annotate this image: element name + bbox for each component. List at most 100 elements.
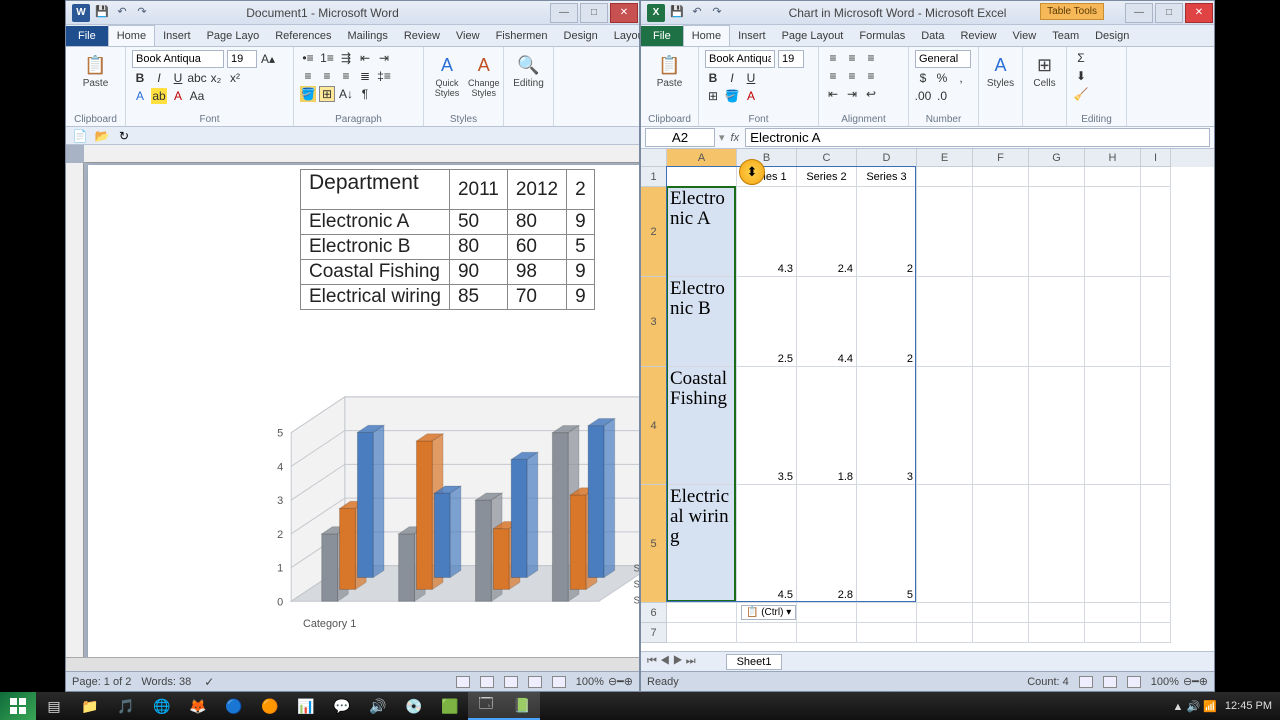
highlight-icon[interactable]: ab [151, 88, 167, 104]
undo-icon[interactable]: ↶ [689, 3, 705, 19]
column-header-H[interactable]: H [1085, 149, 1141, 167]
tab-data[interactable]: Data [913, 26, 952, 46]
row-header-2[interactable]: 2 [641, 187, 667, 277]
draft-icon[interactable] [552, 676, 566, 688]
word-quick-access-toolbar[interactable]: 💾 ↶ ↷ [94, 3, 150, 19]
minimize-button[interactable]: — [1125, 3, 1153, 23]
borders-icon[interactable]: ⊞ [705, 88, 721, 104]
change-styles-button[interactable]: AChange Styles [464, 50, 504, 100]
taskbar-app[interactable]: 📁 [72, 692, 108, 720]
cell[interactable] [1029, 277, 1085, 367]
tab-formulas[interactable]: Formulas [851, 26, 913, 46]
cell[interactable] [1085, 485, 1141, 603]
bullets-icon[interactable]: •≡ [300, 50, 316, 66]
clock[interactable]: 12:45 PM [1225, 700, 1272, 712]
taskbar-app[interactable]: ▤ [36, 692, 72, 720]
tab-view[interactable]: View [1005, 26, 1045, 46]
cell-value[interactable]: 2 [857, 187, 917, 277]
table-header-cell[interactable]: 2 [567, 170, 595, 210]
taskbar-app[interactable]: 💬 [324, 692, 360, 720]
table-cell[interactable]: 50 [449, 210, 507, 235]
cell[interactable] [917, 603, 973, 623]
align-center-icon[interactable]: ≡ [844, 68, 860, 84]
taskbar-app[interactable]: 🟠 [252, 692, 288, 720]
status-page[interactable]: Page: 1 of 2 [72, 676, 131, 688]
fill-color-icon[interactable]: 🪣 [724, 88, 740, 104]
table-cell[interactable]: 80 [449, 235, 507, 260]
tab-insert[interactable]: Insert [155, 26, 199, 46]
cell[interactable] [973, 485, 1029, 603]
editing-button[interactable]: 🔍Editing [510, 50, 547, 91]
align-mid-icon[interactable]: ≡ [844, 50, 860, 66]
cell[interactable] [797, 623, 857, 643]
cell[interactable] [1029, 367, 1085, 485]
align-left-icon[interactable]: ≡ [825, 68, 841, 84]
close-button[interactable]: ✕ [1185, 3, 1213, 23]
cell[interactable] [1141, 367, 1171, 485]
taskbar-app[interactable]: 🔊 [360, 692, 396, 720]
name-box[interactable] [645, 128, 715, 147]
cell-category[interactable]: Electronic A [667, 187, 737, 277]
start-button[interactable] [0, 692, 36, 720]
cell[interactable] [1029, 485, 1085, 603]
cell-value[interactable]: 2.5 [737, 277, 797, 367]
tab-review[interactable]: Review [952, 26, 1004, 46]
page-layout-view-icon[interactable] [1103, 676, 1117, 688]
minimize-button[interactable]: — [550, 3, 578, 23]
table-cell[interactable]: 85 [449, 285, 507, 310]
underline-icon[interactable]: U [170, 70, 186, 86]
maximize-button[interactable]: □ [580, 3, 608, 23]
show-marks-icon[interactable]: ¶ [357, 86, 373, 102]
font-color-icon[interactable]: A [743, 88, 759, 104]
cell[interactable] [1085, 187, 1141, 277]
table-cell[interactable]: 80 [507, 210, 566, 235]
tab-home[interactable]: Home [108, 25, 155, 46]
word-page[interactable]: Department201120122Electronic A50809Elec… [88, 165, 639, 657]
tab-file[interactable]: File [641, 26, 683, 46]
cell-category[interactable]: Coastal Fishing [667, 367, 737, 485]
web-layout-icon[interactable] [504, 676, 518, 688]
italic-icon[interactable]: I [151, 70, 167, 86]
paste-button[interactable]: 📋Paste [72, 50, 119, 91]
cell-value[interactable]: 2 [857, 277, 917, 367]
number-format-select[interactable] [915, 50, 971, 68]
cell[interactable] [1085, 277, 1141, 367]
cell[interactable] [857, 603, 917, 623]
cell[interactable] [917, 277, 973, 367]
font-size-select[interactable] [778, 50, 804, 68]
print-layout-icon[interactable] [456, 676, 470, 688]
column-header-A[interactable]: A [667, 149, 737, 167]
column-header-E[interactable]: E [917, 149, 973, 167]
tab-design[interactable]: Design [556, 26, 606, 46]
cell[interactable] [1085, 603, 1141, 623]
taskbar-app[interactable]: 🟩 [432, 692, 468, 720]
tab-insert[interactable]: Insert [730, 26, 774, 46]
column-header-D[interactable]: D [857, 149, 917, 167]
table-cell[interactable]: Coastal Fishing [301, 260, 450, 285]
column-header-I[interactable]: I [1141, 149, 1171, 167]
full-screen-icon[interactable] [480, 676, 494, 688]
taskbar-app[interactable]: 📗 [504, 692, 540, 720]
redo-icon[interactable]: ↷ [134, 3, 150, 19]
align-right-icon[interactable]: ≡ [863, 68, 879, 84]
table-cell[interactable]: Electronic B [301, 235, 450, 260]
align-left-icon[interactable]: ≡ [300, 68, 316, 84]
cell-value[interactable]: 3.5 [737, 367, 797, 485]
cell-category[interactable]: Electrical wiring [667, 485, 737, 603]
multilevel-icon[interactable]: ⇶ [338, 50, 354, 66]
numbering-icon[interactable]: 1≡ [319, 50, 335, 66]
table-header-cell[interactable]: 2012 [507, 170, 566, 210]
undo-icon[interactable]: ↶ [114, 3, 130, 19]
underline-icon[interactable]: U [743, 70, 759, 86]
currency-icon[interactable]: $ [915, 70, 931, 86]
column-header-B[interactable]: B [737, 149, 797, 167]
grow-font-icon[interactable]: A▴ [260, 51, 276, 67]
font-name-select[interactable] [705, 50, 775, 68]
zoom-control[interactable]: 100% ⊖━⊕ [1151, 675, 1208, 688]
shading-icon[interactable]: 🪣 [300, 86, 316, 102]
cell[interactable] [917, 485, 973, 603]
quick-styles-button[interactable]: AQuick Styles [430, 50, 464, 100]
wrap-text-icon[interactable]: ↩ [863, 86, 879, 102]
cell[interactable] [667, 603, 737, 623]
tab-design[interactable]: Design [1087, 26, 1137, 46]
